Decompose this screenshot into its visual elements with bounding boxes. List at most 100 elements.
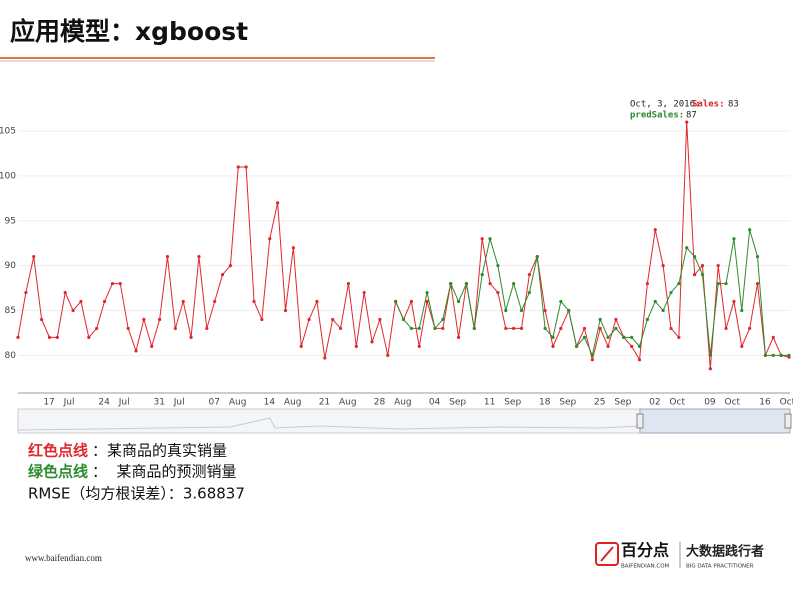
- data-point: [16, 335, 20, 339]
- x-tick-label: 16 Oct: [759, 398, 793, 408]
- data-point: [165, 255, 170, 259]
- y-tick-label: 80: [5, 351, 17, 361]
- data-point: [213, 299, 217, 304]
- data-point: [598, 326, 602, 331]
- data-point: [480, 273, 484, 277]
- navigator-selection: [639, 408, 791, 434]
- data-point: [559, 299, 563, 304]
- navigator-handle[interactable]: [636, 413, 644, 429]
- data-point: [653, 228, 657, 232]
- tooltip-box: [628, 97, 748, 121]
- data-point: [32, 255, 36, 259]
- red-text: ：某商品的真实销量: [92, 442, 227, 460]
- data-point: [724, 281, 728, 286]
- data-point: [527, 273, 531, 277]
- data-point: [559, 326, 563, 331]
- data-point: [220, 273, 225, 277]
- data-point: [456, 299, 461, 304]
- data-point: [409, 326, 413, 331]
- data-point: [748, 228, 752, 232]
- data-point: [669, 290, 673, 295]
- data-point: [236, 165, 240, 169]
- data-point: [708, 353, 712, 357]
- data-point: [488, 281, 492, 286]
- data-point: [622, 335, 626, 339]
- x-tick-label: 31 Jul: [153, 398, 184, 408]
- data-point: [724, 326, 728, 331]
- data-point: [645, 281, 649, 286]
- data-point: [551, 335, 555, 339]
- data-point: [740, 344, 744, 348]
- data-point: [590, 358, 594, 362]
- data-point: [401, 317, 406, 322]
- data-point: [425, 290, 429, 295]
- data-point: [779, 353, 783, 357]
- x-tick-label: 02 Oct: [649, 398, 685, 408]
- data-point: [551, 344, 555, 348]
- data-point: [519, 326, 524, 331]
- data-point: [307, 317, 311, 322]
- data-point: [441, 317, 445, 322]
- data-point: [433, 326, 437, 331]
- data-point: [417, 326, 421, 331]
- logo-slogan: 大数据践行者: [686, 544, 764, 560]
- data-point: [716, 264, 720, 268]
- data-point: [134, 349, 138, 353]
- data-point: [527, 290, 531, 295]
- green-text: ： 某商品的预测销量: [92, 463, 237, 481]
- data-point: [598, 317, 602, 322]
- data-point: [299, 344, 303, 348]
- data-point: [283, 308, 288, 313]
- data-point: [362, 290, 366, 295]
- logo-icon: [595, 542, 619, 566]
- data-point: [582, 335, 587, 339]
- data-point: [512, 281, 516, 286]
- data-point: [118, 281, 122, 286]
- data-point: [378, 317, 382, 322]
- data-point: [716, 281, 720, 286]
- data-point: [771, 353, 775, 357]
- x-tick-label: 04 Sep: [429, 398, 467, 408]
- x-tick-label: 25 Sep: [594, 398, 632, 408]
- data-point: [449, 281, 453, 286]
- data-point: [142, 317, 146, 322]
- data-point: [692, 255, 697, 259]
- y-tick-label: 100: [0, 171, 16, 181]
- data-point: [354, 344, 358, 348]
- navigator-series: [17, 417, 641, 431]
- data-point: [543, 326, 547, 331]
- tooltip-date: Oct, 3, 2016:: [630, 100, 700, 110]
- data-point: [173, 326, 177, 331]
- logo-slogan-en: BIG DATA PRACTITIONER: [686, 564, 754, 570]
- series-line: [17, 122, 790, 369]
- data-point: [291, 246, 295, 250]
- data-point: [606, 335, 610, 339]
- data-point: [755, 281, 760, 286]
- tooltip-sales-label: Sales:: [692, 100, 725, 110]
- data-point: [110, 281, 115, 286]
- x-tick-label: 11 Sep: [484, 398, 522, 408]
- data-point: [677, 335, 681, 339]
- data-point: [630, 335, 634, 339]
- logo-icon-slash: [600, 546, 614, 562]
- data-point: [669, 326, 673, 331]
- data-point: [252, 299, 256, 304]
- data-point: [614, 317, 618, 322]
- data-point: [771, 335, 775, 339]
- data-point: [472, 326, 476, 331]
- y-tick-label: 85: [5, 306, 16, 316]
- y-tick-label: 105: [0, 127, 16, 137]
- data-point: [732, 237, 736, 241]
- data-point: [464, 281, 469, 286]
- logo-brand-url: BAIFENDIAN.COM: [621, 564, 670, 570]
- data-point: [79, 299, 83, 304]
- data-point: [661, 264, 665, 268]
- data-point: [55, 335, 59, 339]
- data-point: [370, 340, 374, 344]
- navigator-handle[interactable]: [784, 413, 792, 429]
- data-point: [504, 326, 508, 331]
- tooltip-sales-value: 83: [728, 100, 739, 110]
- slide-title: 应用模型：xgboost: [10, 17, 248, 46]
